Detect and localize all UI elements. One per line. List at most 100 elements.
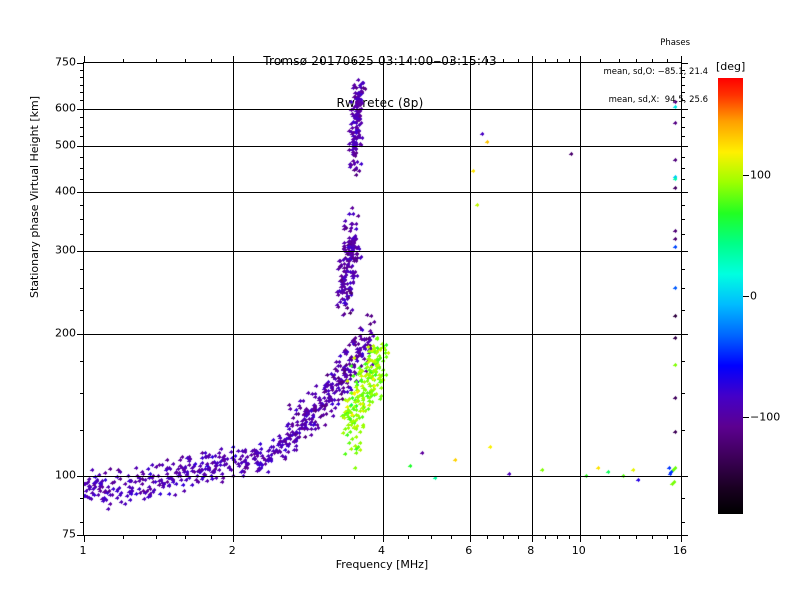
y-minor-tick-right	[681, 85, 685, 86]
y-tick-right	[681, 535, 688, 536]
x-minor-tick-top	[354, 59, 355, 63]
y-tick	[77, 535, 84, 536]
x-minor-tick-top	[557, 59, 558, 63]
x-tick-top	[233, 56, 234, 63]
x-minor-tick	[487, 535, 488, 539]
y-minor-tick-right	[681, 92, 685, 93]
gridline-vertical	[470, 63, 471, 535]
colorbar-tick-label: 0	[750, 289, 757, 303]
x-minor-tick	[211, 535, 212, 539]
x-minor-tick	[652, 535, 653, 539]
x-tick-top	[84, 56, 85, 63]
x-tick	[580, 535, 581, 542]
colorbar-gradient	[718, 78, 743, 514]
y-minor-tick	[80, 179, 84, 180]
y-minor-tick-right	[681, 269, 685, 270]
y-minor-tick	[80, 430, 84, 431]
x-minor-tick-top	[503, 59, 504, 63]
x-minor-tick	[354, 535, 355, 539]
y-minor-tick	[80, 85, 84, 86]
x-tick	[532, 535, 533, 542]
y-minor-tick-right	[681, 430, 685, 431]
x-minor-tick-top	[569, 59, 570, 63]
x-minor-tick	[518, 535, 519, 539]
gridline-horizontal	[84, 192, 681, 193]
y-minor-tick	[80, 361, 84, 362]
colorbar-tick	[743, 175, 749, 176]
x-minor-tick-top	[667, 59, 668, 63]
y-minor-tick-right	[681, 100, 685, 101]
x-minor-tick	[545, 535, 546, 539]
y-minor-tick-right	[681, 288, 685, 289]
x-minor-tick	[569, 535, 570, 539]
x-minor-tick	[451, 535, 452, 539]
x-tick-label: 16	[673, 544, 687, 557]
x-tick-top	[470, 56, 471, 63]
y-minor-tick-right	[681, 361, 685, 362]
x-minor-tick-top	[211, 59, 212, 63]
y-minor-tick-right	[681, 70, 685, 71]
x-tick-label: 2	[228, 544, 236, 557]
y-tick-right	[681, 63, 688, 64]
x-tick-top	[681, 56, 682, 63]
colorbar-tick-label: −100	[750, 410, 781, 424]
y-tick-right	[681, 334, 688, 335]
y-tick-label: 200	[55, 326, 76, 340]
y-tick	[77, 109, 84, 110]
y-minor-tick-right	[681, 168, 685, 169]
y-tick-label: 400	[55, 184, 76, 198]
x-tick-top	[383, 56, 384, 63]
y-minor-tick	[80, 522, 84, 523]
scatter-canvas	[84, 63, 681, 535]
y-minor-tick	[80, 127, 84, 128]
y-minor-tick	[80, 393, 84, 394]
x-tick-label: 6	[465, 544, 473, 557]
x-minor-tick	[321, 535, 322, 539]
x-minor-tick	[557, 535, 558, 539]
x-minor-tick-top	[321, 59, 322, 63]
x-minor-tick	[636, 535, 637, 539]
gridline-horizontal	[84, 109, 681, 110]
y-minor-tick	[80, 168, 84, 169]
x-minor-tick	[431, 535, 432, 539]
x-minor-tick-top	[600, 59, 601, 63]
y-minor-tick	[80, 219, 84, 220]
y-tick	[77, 476, 84, 477]
x-axis-title: Frequency [MHz]	[335, 558, 429, 571]
gridline-horizontal	[84, 334, 681, 335]
y-minor-tick	[80, 205, 84, 206]
x-minor-tick-top	[123, 59, 124, 63]
y-minor-tick	[80, 234, 84, 235]
y-tick	[77, 251, 84, 252]
colorbar	[718, 78, 743, 514]
y-tick	[77, 63, 84, 64]
y-tick-label: 600	[55, 101, 76, 115]
x-tick	[470, 535, 471, 542]
y-minor-tick	[80, 70, 84, 71]
gridline-horizontal	[84, 251, 681, 252]
y-minor-tick-right	[681, 77, 685, 78]
gridline-horizontal	[84, 146, 681, 147]
gridline-horizontal	[84, 476, 681, 477]
colorbar-unit-label: [deg]	[716, 60, 746, 73]
x-tick	[681, 535, 682, 542]
x-tick-top	[532, 56, 533, 63]
y-tick-right	[681, 109, 688, 110]
x-tick-label: 4	[378, 544, 385, 557]
y-minor-tick	[80, 136, 84, 137]
x-minor-tick	[185, 535, 186, 539]
stats-heading: Phases	[660, 38, 690, 48]
x-minor-tick-top	[652, 59, 653, 63]
x-minor-tick	[667, 535, 668, 539]
y-minor-tick-right	[681, 136, 685, 137]
y-minor-tick-right	[681, 522, 685, 523]
gridline-vertical	[580, 63, 581, 535]
x-tick	[84, 535, 85, 542]
x-minor-tick-top	[408, 59, 409, 63]
x-minor-tick	[281, 535, 282, 539]
y-minor-tick	[80, 77, 84, 78]
y-minor-tick-right	[681, 234, 685, 235]
y-tick	[77, 146, 84, 147]
plot-inner	[84, 63, 681, 535]
